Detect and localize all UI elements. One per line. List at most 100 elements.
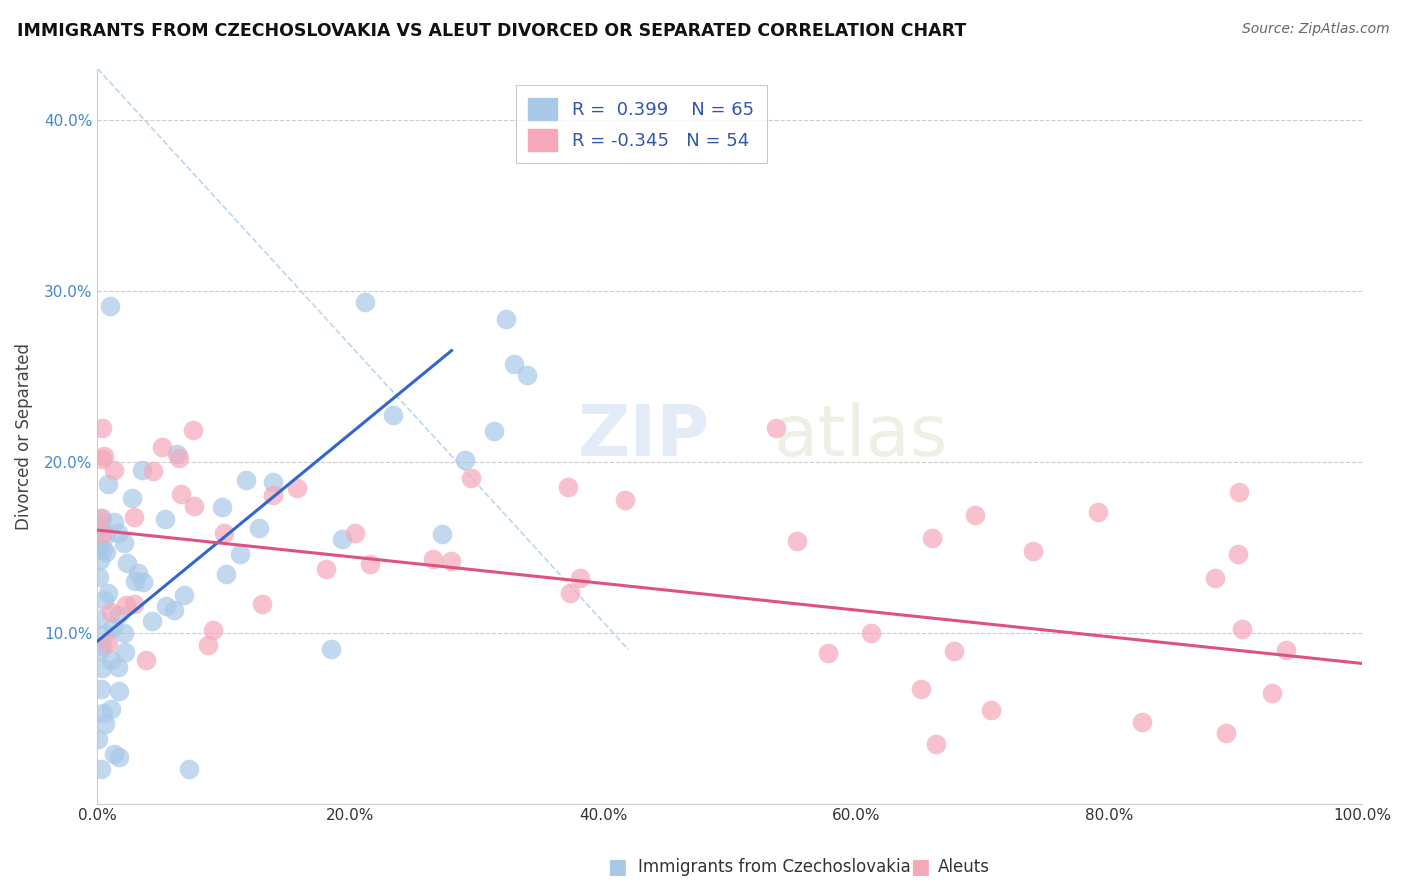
Point	[150, 440, 173, 454]
Point	[107, 608, 129, 623]
Point	[262, 475, 284, 489]
Point	[132, 575, 155, 590]
Point	[131, 463, 153, 477]
Point	[1275, 643, 1298, 657]
Point	[107, 750, 129, 764]
Point	[482, 424, 505, 438]
Point	[910, 681, 932, 696]
Point	[93, 592, 115, 607]
Point	[285, 481, 308, 495]
Point	[557, 480, 579, 494]
Point	[1132, 714, 1154, 729]
Point	[1022, 543, 1045, 558]
Point	[135, 653, 157, 667]
Point	[94, 717, 117, 731]
Point	[89, 511, 111, 525]
Point	[422, 552, 444, 566]
Text: ZIP: ZIP	[578, 401, 710, 471]
Point	[786, 534, 808, 549]
Point	[87, 541, 110, 555]
Point	[97, 586, 120, 600]
Point	[112, 536, 135, 550]
Point	[141, 614, 163, 628]
Point	[859, 626, 882, 640]
Point	[87, 541, 110, 556]
Point	[1215, 726, 1237, 740]
Point	[925, 737, 948, 751]
Point	[1227, 485, 1250, 500]
Point	[89, 643, 111, 657]
Point	[97, 477, 120, 491]
Point	[163, 603, 186, 617]
Text: atlas: atlas	[773, 401, 949, 471]
Point	[91, 526, 114, 541]
Point	[100, 702, 122, 716]
Y-axis label: Divorced or Separated: Divorced or Separated	[15, 343, 32, 530]
Point	[101, 620, 124, 634]
Point	[942, 644, 965, 658]
Point	[1087, 505, 1109, 519]
Point	[980, 703, 1002, 717]
Point	[440, 554, 463, 568]
Point	[94, 545, 117, 559]
Text: Aleuts: Aleuts	[938, 858, 990, 876]
Point	[94, 627, 117, 641]
Point	[98, 299, 121, 313]
Point	[91, 706, 114, 721]
Point	[502, 357, 524, 371]
Point	[103, 463, 125, 477]
Point	[211, 500, 233, 515]
Point	[569, 571, 592, 585]
Point	[90, 639, 112, 653]
Point	[94, 528, 117, 542]
Point	[103, 747, 125, 761]
Point	[1204, 571, 1226, 585]
Point	[87, 570, 110, 584]
Point	[460, 471, 482, 485]
Point	[315, 562, 337, 576]
Point	[167, 451, 190, 466]
Point	[91, 511, 114, 525]
Legend: R =  0.399    N = 65, R = -0.345   N = 54: R = 0.399 N = 65, R = -0.345 N = 54	[516, 85, 766, 163]
Text: Immigrants from Czechoslovakia: Immigrants from Czechoslovakia	[638, 858, 911, 876]
Point	[454, 453, 477, 467]
Point	[108, 684, 131, 698]
Point	[93, 449, 115, 463]
Point	[343, 525, 366, 540]
Point	[215, 567, 238, 582]
Point	[817, 646, 839, 660]
Point	[166, 447, 188, 461]
Point	[90, 763, 112, 777]
Point	[183, 499, 205, 513]
Point	[516, 368, 538, 383]
Point	[359, 558, 381, 572]
Point	[353, 295, 375, 310]
Point	[1232, 622, 1254, 636]
Point	[91, 543, 114, 558]
Point	[89, 553, 111, 567]
Text: ■: ■	[607, 857, 627, 877]
Point	[262, 488, 284, 502]
Point	[169, 487, 191, 501]
Point	[235, 473, 257, 487]
Point	[249, 521, 271, 535]
Point	[117, 556, 139, 570]
Point	[197, 638, 219, 652]
Point	[122, 597, 145, 611]
Point	[122, 510, 145, 524]
Text: ■: ■	[910, 857, 929, 877]
Point	[614, 493, 637, 508]
Point	[381, 408, 404, 422]
Point	[87, 612, 110, 626]
Text: IMMIGRANTS FROM CZECHOSLOVAKIA VS ALEUT DIVORCED OR SEPARATED CORRELATION CHART: IMMIGRANTS FROM CZECHOSLOVAKIA VS ALEUT …	[17, 22, 966, 40]
Point	[103, 515, 125, 529]
Point	[142, 464, 165, 478]
Point	[250, 597, 273, 611]
Point	[124, 574, 146, 588]
Point	[121, 491, 143, 505]
Point	[765, 420, 787, 434]
Point	[560, 585, 582, 599]
Point	[202, 623, 225, 637]
Text: Source: ZipAtlas.com: Source: ZipAtlas.com	[1241, 22, 1389, 37]
Point	[90, 519, 112, 533]
